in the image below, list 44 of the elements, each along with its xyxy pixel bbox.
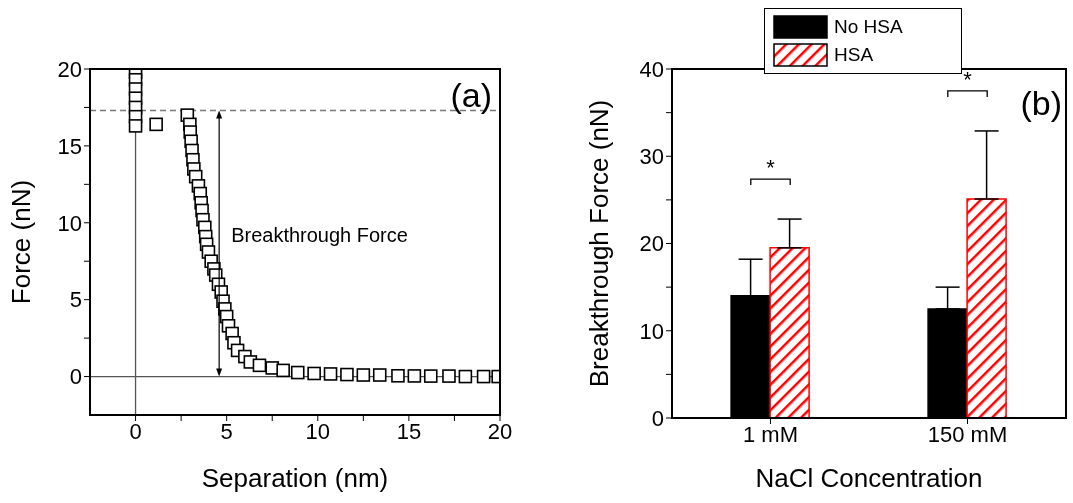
- point: [442, 369, 456, 383]
- x-axis-title: NaCl Concentration: [755, 463, 983, 493]
- legend-label: No HSA: [834, 16, 903, 38]
- y-tick-label: 40: [639, 56, 664, 82]
- point: [372, 368, 387, 382]
- y-tick-label: 20: [639, 231, 664, 257]
- point: [307, 366, 321, 381]
- bar: [966, 198, 1007, 418]
- point: [458, 369, 473, 384]
- y-axis-title: Force (nN): [6, 179, 36, 305]
- point: [128, 119, 143, 133]
- point: [423, 369, 438, 383]
- annotation: *: [963, 66, 973, 92]
- point: [407, 369, 422, 383]
- point: [149, 117, 163, 132]
- point: [340, 367, 354, 382]
- x-tick-label: 0: [129, 418, 142, 444]
- y-tick-label: 5: [69, 287, 82, 313]
- x-tick-label: 15: [396, 418, 422, 444]
- point: [323, 367, 338, 381]
- annotation: (a): [450, 76, 492, 114]
- y-axis-title: Breakthrough Force (nN): [584, 99, 614, 388]
- point: [276, 363, 290, 378]
- point: [391, 368, 405, 383]
- bar: [769, 247, 810, 418]
- annotation: (b): [1020, 84, 1062, 122]
- annotation: *: [766, 155, 776, 181]
- y-tick-label: 20: [57, 56, 82, 82]
- x-tick-label: 10: [305, 418, 331, 444]
- y-tick-label: 0: [69, 364, 82, 390]
- y-tick-label: 10: [639, 318, 664, 344]
- point: [290, 365, 305, 380]
- y-tick-label: 15: [57, 133, 82, 159]
- point: [356, 368, 371, 382]
- point: [476, 369, 491, 384]
- legend-label: HSA: [834, 44, 874, 66]
- x-tick-label: 20: [487, 418, 513, 444]
- annotation: Breakthrough Force: [231, 223, 408, 246]
- x-tick-label: 1 mM: [743, 421, 798, 447]
- y-tick-label: 30: [639, 144, 664, 170]
- x-tick-label: 5: [220, 418, 233, 444]
- x-tick-label: 150 mM: [927, 421, 1008, 447]
- y-tick-label: 10: [57, 210, 82, 236]
- x-axis-title: Separation (nm): [201, 463, 389, 493]
